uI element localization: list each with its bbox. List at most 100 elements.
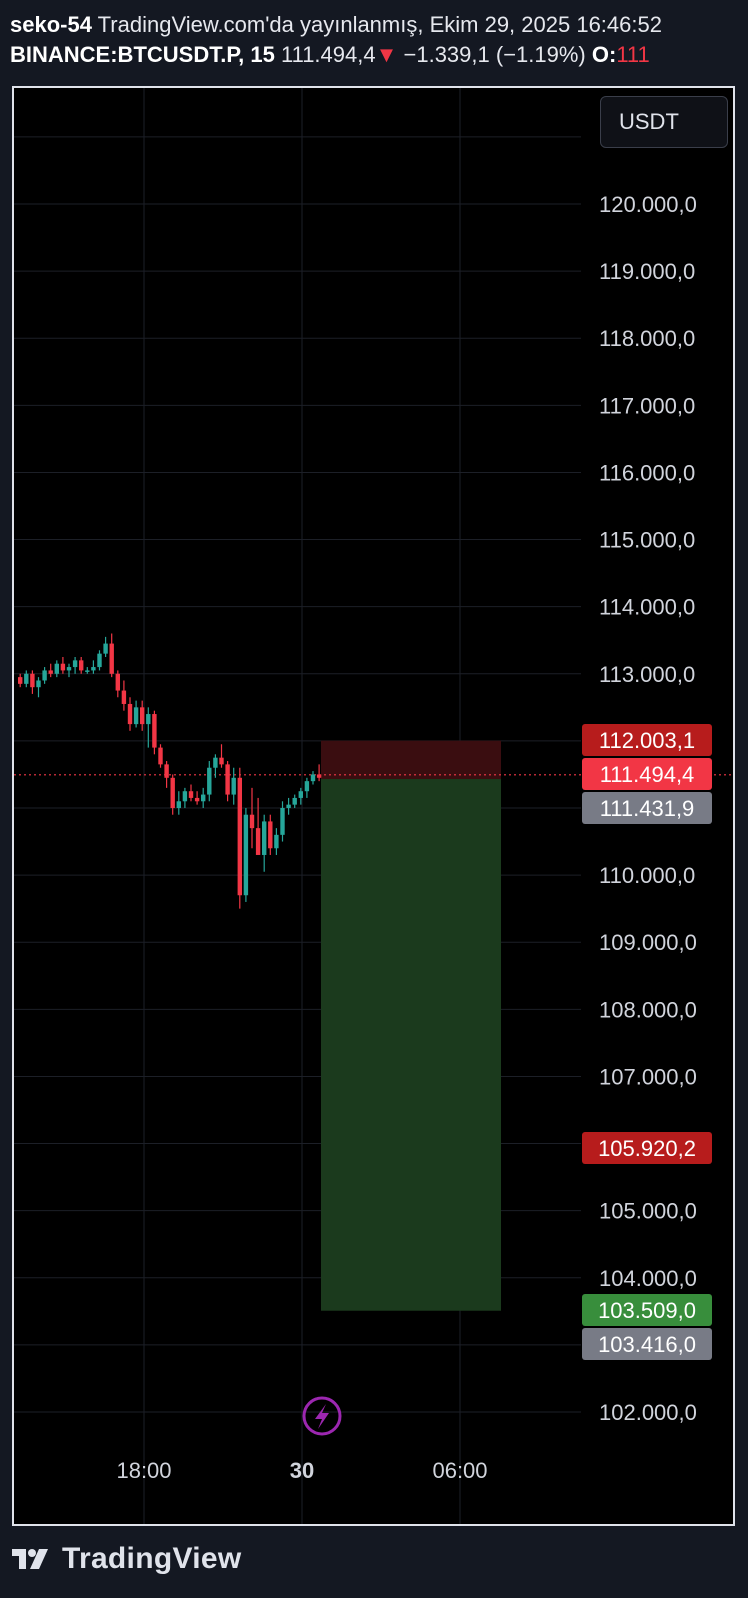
svg-text:105.920,2: 105.920,2 <box>598 1136 696 1161</box>
candle[interactable] <box>225 761 230 802</box>
price-tick-label: 118.000,0 <box>599 326 695 351</box>
price-tick-label: 102.000,0 <box>599 1400 697 1425</box>
candle[interactable] <box>262 814 267 872</box>
price-badge: 111.494,4 <box>582 758 712 790</box>
price-axis[interactable]: 120.000,0 119.000,0 118.000,0 117.000,0 116.… <box>599 192 697 1425</box>
candle[interactable] <box>133 700 139 728</box>
last-price: 111.494,4 <box>280 42 376 67</box>
price-tick-label: 108.000,0 <box>599 997 697 1022</box>
price-badge: 111.431,9 <box>582 792 712 824</box>
publish-info: TradingView.com'da yayınlanmış, Ekim 29,… <box>97 12 662 37</box>
time-tick-label: 18:00 <box>116 1458 171 1483</box>
candles[interactable] <box>18 633 322 909</box>
svg-text:103.416,0: 103.416,0 <box>598 1332 696 1357</box>
chart-area[interactable]: 120.000,0 119.000,0 118.000,0 117.000,0 116.… <box>12 86 735 1526</box>
price-tick-label: 120.000,0 <box>599 192 697 217</box>
price-chart[interactable]: 120.000,0 119.000,0 118.000,0 117.000,0 116.… <box>14 88 733 1524</box>
candle[interactable] <box>219 744 224 768</box>
svg-text:111.431,9: 111.431,9 <box>600 796 695 821</box>
candle[interactable] <box>91 660 96 674</box>
candle[interactable] <box>170 774 175 815</box>
tradingview-logo-icon <box>12 1549 48 1569</box>
candle[interactable] <box>249 787 255 849</box>
lightning-icon[interactable] <box>302 1396 342 1436</box>
candle[interactable] <box>115 670 120 698</box>
candle[interactable] <box>176 791 181 815</box>
price-tick-label: 109.000,0 <box>599 930 697 955</box>
candle[interactable] <box>188 784 194 802</box>
candle[interactable] <box>18 673 23 688</box>
candle[interactable] <box>121 680 127 711</box>
candle[interactable] <box>152 710 157 755</box>
symbol-line: BINANCE:BTCUSDT.P, 15 111.494,4▼ −1.339,… <box>10 40 748 70</box>
currency-button[interactable]: USDT <box>600 96 728 148</box>
candle[interactable] <box>280 801 285 842</box>
price-tick-label: 110.000,0 <box>599 863 695 888</box>
candle[interactable] <box>146 707 151 748</box>
candle[interactable] <box>30 670 35 694</box>
chart-header: seko-54 TradingView.com'da yayınlanmış, … <box>10 10 748 70</box>
candle[interactable] <box>48 663 53 678</box>
candle[interactable] <box>24 670 29 688</box>
svg-text:111.494,4: 111.494,4 <box>600 762 695 787</box>
candle[interactable] <box>127 697 133 731</box>
position-zones[interactable] <box>321 740 501 1311</box>
price-tick-label: 113.000,0 <box>599 662 695 687</box>
svg-text:103.509,0: 103.509,0 <box>598 1298 696 1323</box>
candle[interactable] <box>103 636 108 657</box>
take-profit-zone[interactable] <box>321 779 501 1311</box>
author-name[interactable]: seko-54 <box>10 12 92 37</box>
candle[interactable] <box>140 700 145 731</box>
stop-loss-zone[interactable] <box>321 740 501 780</box>
candle[interactable] <box>274 828 279 855</box>
publish-line: seko-54 TradingView.com'da yayınlanmış, … <box>10 10 748 40</box>
price-tick-label: 115.000,0 <box>599 528 695 553</box>
candle[interactable] <box>207 761 212 802</box>
price-tick-label: 105.000,0 <box>599 1199 697 1224</box>
candle[interactable] <box>158 744 163 768</box>
candle[interactable] <box>268 814 273 855</box>
price-tick-label: 107.000,0 <box>599 1064 697 1089</box>
candle[interactable] <box>42 667 47 684</box>
price-tick-label: 114.000,0 <box>599 595 695 620</box>
candle[interactable] <box>164 761 169 788</box>
price-badge: 103.509,0 <box>582 1294 712 1326</box>
candle[interactable] <box>231 767 236 805</box>
candle[interactable] <box>310 771 316 785</box>
candle[interactable] <box>182 787 188 808</box>
candle[interactable] <box>109 633 114 678</box>
svg-text:112.003,1: 112.003,1 <box>599 728 695 753</box>
down-arrow-icon: ▼ <box>375 42 398 67</box>
candle[interactable] <box>286 797 291 815</box>
candle[interactable] <box>213 754 218 778</box>
candle[interactable] <box>243 807 249 902</box>
price-badge: 103.416,0 <box>582 1328 712 1360</box>
candle[interactable] <box>79 656 84 674</box>
candle[interactable] <box>201 787 206 808</box>
candle[interactable] <box>72 656 78 674</box>
candle[interactable] <box>66 663 72 678</box>
candle[interactable] <box>85 667 90 674</box>
time-tick-label: 30 <box>290 1458 314 1483</box>
candle[interactable] <box>298 787 303 805</box>
candle[interactable] <box>237 767 242 909</box>
price-tick-label: 104.000,0 <box>599 1266 697 1291</box>
price-change: −1.339,1 (−1.19%) <box>403 42 586 67</box>
candle[interactable] <box>194 791 200 805</box>
time-axis[interactable]: 18:00 30 06:00 <box>116 1458 487 1483</box>
price-badge: 112.003,1 <box>582 724 712 756</box>
price-tick-label: 117.000,0 <box>599 393 695 418</box>
price-tick-label: 116.000,0 <box>599 460 695 485</box>
candle[interactable] <box>255 797 261 855</box>
candle[interactable] <box>97 650 102 671</box>
candle[interactable] <box>60 656 66 674</box>
time-tick-label: 06:00 <box>432 1458 487 1483</box>
candle[interactable] <box>54 660 59 678</box>
candle[interactable] <box>36 677 41 698</box>
symbol-interval[interactable]: BINANCE:BTCUSDT.P, 15 <box>10 42 275 67</box>
candle[interactable] <box>316 764 322 782</box>
price-labels: 112.003,1 111.494,4 111.431,9 105.920,2 103.… <box>582 724 712 1360</box>
price-tick-label: 119.000,0 <box>599 259 695 284</box>
candle[interactable] <box>304 777 310 798</box>
candle[interactable] <box>292 794 297 808</box>
